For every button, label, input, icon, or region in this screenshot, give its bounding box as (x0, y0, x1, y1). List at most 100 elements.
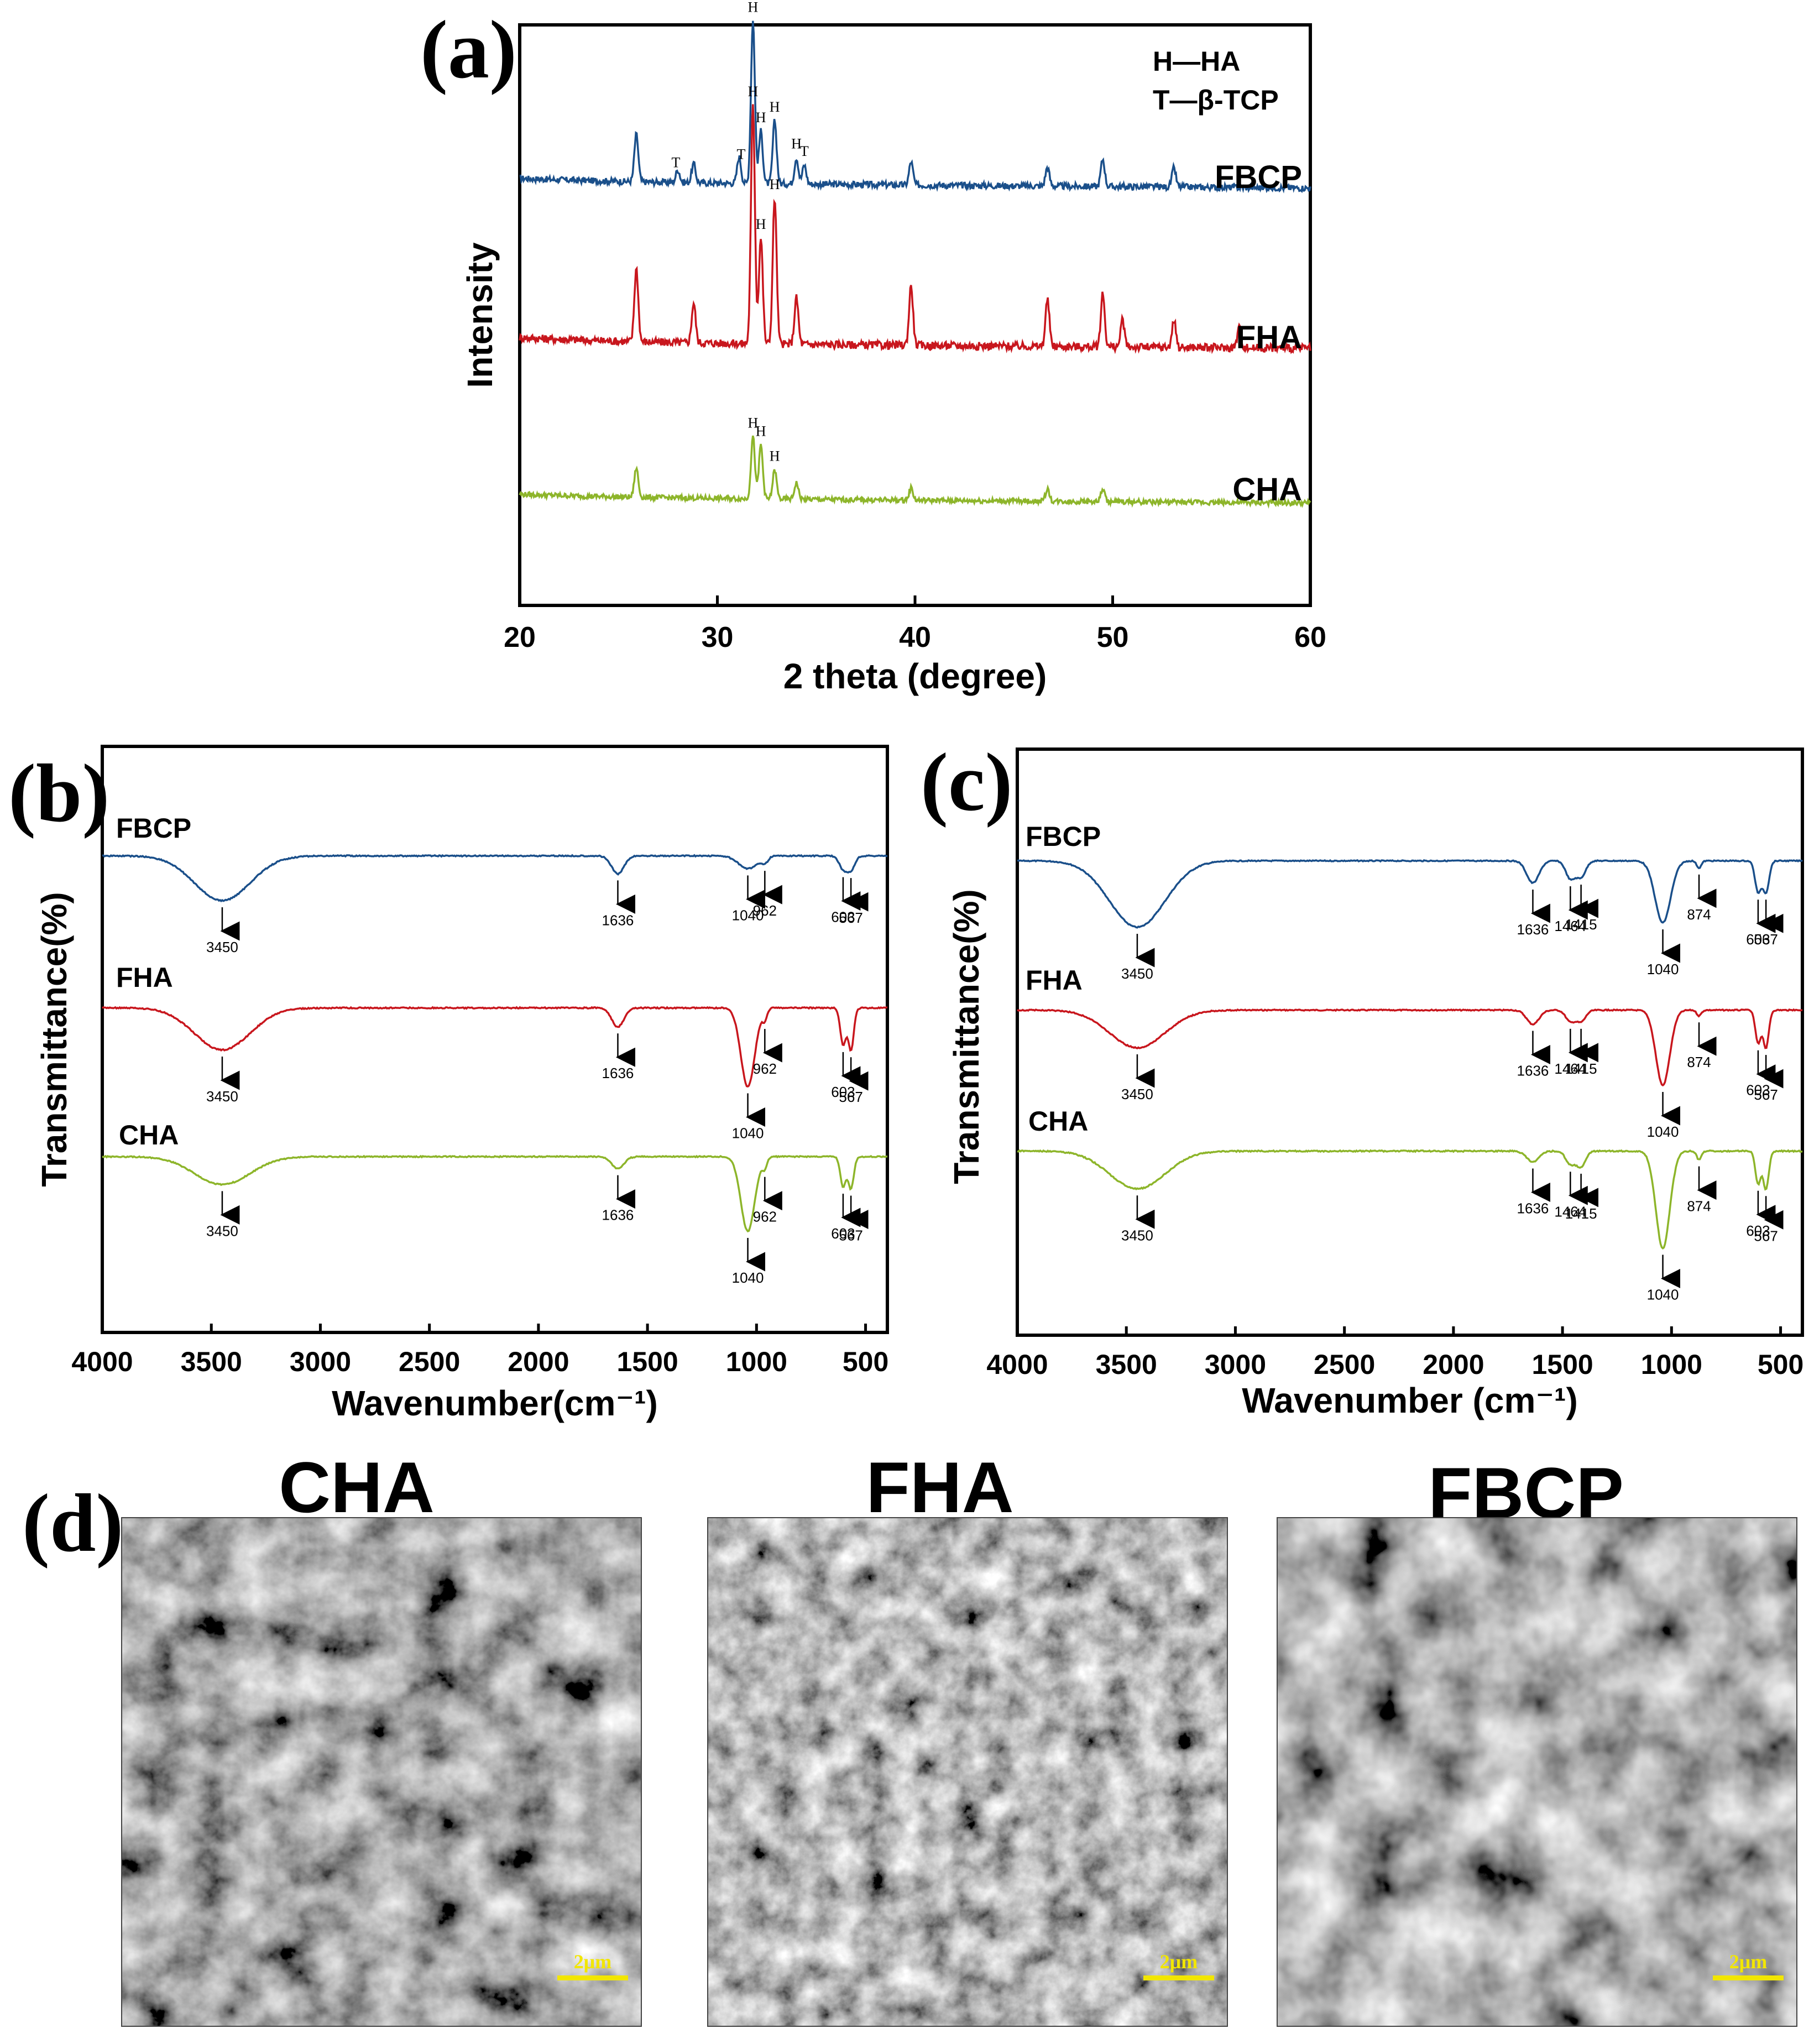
xrd-peak-label: H (770, 99, 780, 115)
panel-b-x-ticks: 4000 3500 3000 2500 2000 1500 1000 500 (71, 1324, 888, 1377)
band-label: 1040 (732, 1269, 764, 1286)
band-label: 1040 (1647, 1123, 1679, 1140)
x-tick-label: 500 (1758, 1349, 1803, 1380)
ftir-line-fha (101, 1006, 888, 1088)
x-tick-label: 2500 (399, 1346, 460, 1377)
band-label: 1464 (1554, 1060, 1586, 1077)
x-tick-label: 40 (899, 621, 931, 654)
panel-b-frame (101, 745, 889, 1334)
panel-a-label: (a) (420, 4, 517, 96)
band-label: 874 (1687, 906, 1711, 923)
xrd-peak-label: H (770, 448, 780, 464)
scalebar-fbcp: 2μm (1713, 1951, 1784, 1980)
panel-a-x-ticks: 20 30 40 50 60 (504, 595, 1326, 654)
band-label: 567 (839, 1089, 862, 1105)
ftir-line-fbcp (102, 854, 888, 902)
x-tick-label: 3000 (1205, 1349, 1266, 1380)
scalebar-label-fha: 2μm (1160, 1951, 1198, 1973)
band-label: 3450 (1121, 1227, 1153, 1243)
x-tick-label: 20 (504, 621, 536, 654)
x-tick-label: 3500 (1096, 1349, 1157, 1380)
panel-a-x-label: 2 theta (degree) (783, 656, 1047, 696)
band-label: 567 (1754, 931, 1778, 948)
x-tick-label: 2000 (508, 1346, 569, 1377)
xrd-peak-label: H (791, 136, 802, 152)
x-tick-label: 1000 (726, 1346, 787, 1377)
panel-a-y-label: Intensity (460, 242, 500, 388)
band-label: 1415 (1565, 916, 1597, 933)
xrd-peak-label: H (770, 176, 780, 192)
band-label: 1636 (602, 912, 634, 928)
band-label: 1415 (1565, 1205, 1597, 1222)
panel-b-y-label: Transmittance(%) (34, 892, 74, 1186)
band-label: 1636 (1517, 921, 1549, 938)
panel-a-series (519, 20, 1311, 509)
panel-b-x-label: Wavenumber(cm⁻¹) (332, 1383, 658, 1423)
band-label: 1636 (1517, 1063, 1549, 1079)
band-label: 3450 (206, 939, 238, 955)
xrd-line-fha (519, 104, 1311, 354)
band-label: 567 (839, 909, 862, 926)
panel-c-frame (1016, 747, 1804, 1337)
panel-c-x-label: Wavenumber (cm⁻¹) (1242, 1381, 1578, 1420)
ftir-line-fbcp (1017, 859, 1803, 929)
xrd-peak-label: H (756, 216, 766, 232)
panel-c-label: (c) (921, 736, 1012, 828)
x-tick-label: 50 (1097, 621, 1129, 654)
xrd-peak-label: H (748, 0, 759, 15)
band-label: 874 (1687, 1198, 1711, 1215)
sem-title-cha: CHA (279, 1447, 435, 1528)
xrd-series-name-fha: FHA (1236, 320, 1302, 356)
xrd-series-name-cha: CHA (1232, 472, 1302, 508)
ftir-line-cha (1017, 1149, 1803, 1250)
band-label: 567 (1754, 1086, 1778, 1103)
band-label: 1636 (602, 1065, 634, 1081)
band-label: 962 (753, 902, 777, 919)
x-tick-label: 3500 (181, 1346, 242, 1377)
band-label: 1040 (732, 907, 764, 923)
ftir-series-name-fbcp: FBCP (1026, 821, 1101, 852)
sem-image-cha (121, 1517, 642, 2027)
xrd-peak-label: H (756, 424, 766, 440)
band-label: 962 (753, 1209, 777, 1225)
x-tick-label: 4000 (71, 1346, 133, 1377)
xrd-peak-label: H (748, 83, 759, 100)
band-label: 603 (1746, 931, 1770, 948)
band-label: 3450 (1121, 965, 1153, 982)
scalebar-label-fbcp: 2μm (1729, 1951, 1767, 1973)
panel-d-sem: (d) CHA 2μm FHA 2μm FBCP 2μm (22, 1447, 1797, 2027)
x-tick-label: 1000 (1641, 1349, 1702, 1380)
x-tick-label: 500 (843, 1346, 888, 1377)
x-tick-label: 1500 (616, 1346, 678, 1377)
ftir-series-name-fha: FHA (116, 962, 173, 993)
band-label: 962 (753, 1060, 777, 1077)
ftir-line-fha (1016, 1008, 1803, 1087)
x-tick-label: 3000 (290, 1346, 351, 1377)
sem-image-fha (707, 1517, 1228, 2027)
band-label: 1040 (732, 1125, 764, 1142)
band-label: 1040 (1647, 961, 1679, 977)
legend-note-ha: H—HA (1153, 46, 1240, 77)
xrd-series-name-fbcp: FBCP (1215, 159, 1302, 195)
xrd-peak-label: H (748, 415, 759, 431)
band-label: 874 (1687, 1054, 1711, 1070)
ftir-series-name-cha: CHA (119, 1120, 179, 1151)
xrd-peak-label: H (756, 109, 766, 126)
ftir-series-name-fbcp: FBCP (116, 813, 191, 844)
band-label: 567 (839, 1227, 862, 1244)
band-label: 1415 (1565, 1060, 1597, 1077)
band-label: 3450 (1121, 1086, 1153, 1102)
sem-image-fbcp (1277, 1517, 1797, 2027)
band-label: 1636 (602, 1207, 634, 1224)
panel-b-label: (b) (8, 747, 109, 839)
panel-d-label: (d) (22, 1477, 123, 1569)
scalebar-fha: 2μm (1143, 1951, 1214, 1980)
ftir-series-name-cha: CHA (1028, 1106, 1088, 1137)
x-tick-label: 30 (702, 621, 734, 654)
panel-c-x-ticks: 4000 3500 3000 2500 2000 1500 1000 500 (986, 1326, 1803, 1380)
band-label: 1040 (1647, 1287, 1679, 1303)
sem-title-fha: FHA (866, 1447, 1013, 1528)
x-tick-label: 4000 (986, 1349, 1048, 1380)
